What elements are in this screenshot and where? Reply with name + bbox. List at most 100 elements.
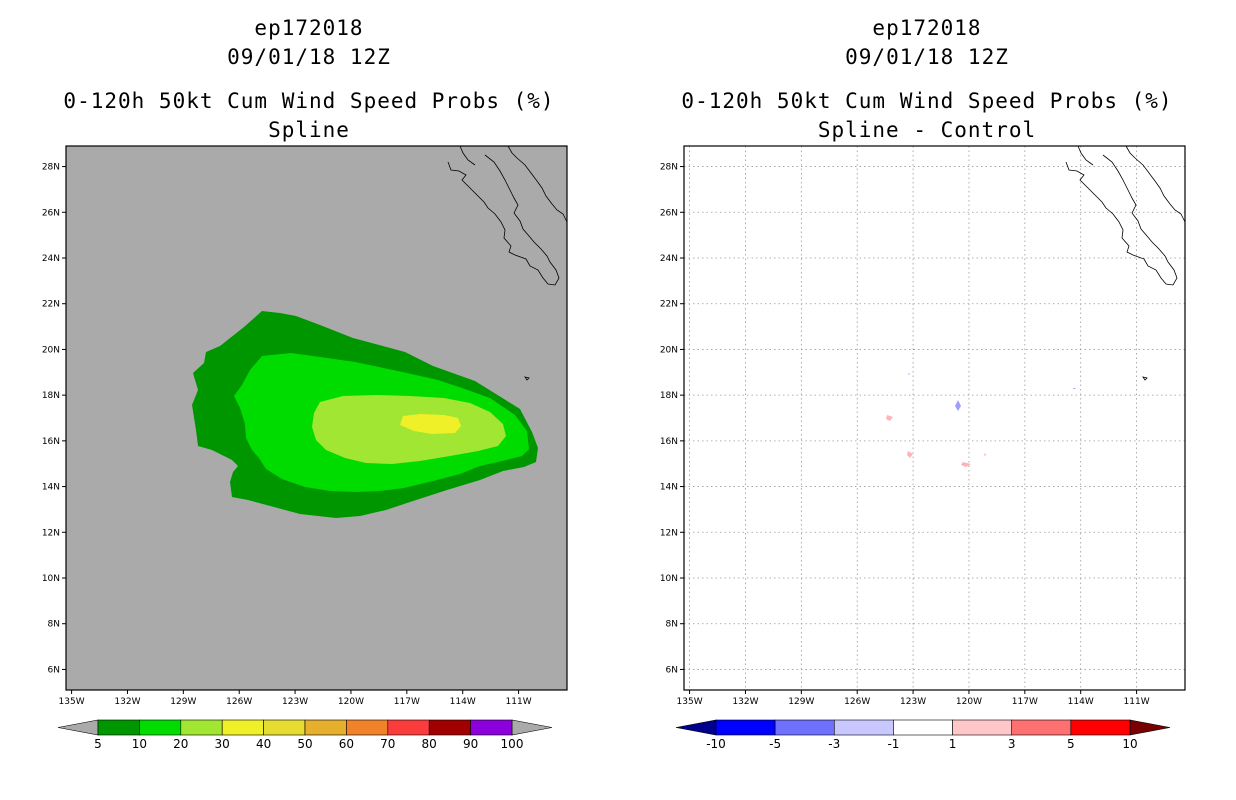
right-panel: ep172018 09/01/18 12Z 0-120h 50kt Cum Wi… [618,0,1236,800]
left-map: 135W 132W 129W 126W 123W 120W 117W 114W 111W 6N 8N… [42,145,568,751]
right-map-background [684,146,1185,690]
lon-tick-label: 117W [394,697,420,707]
left-map-border [65,145,568,691]
lon-tick-label: 135W [59,697,85,707]
right-map-border [683,145,1186,691]
colorbar-swatch [387,719,430,736]
colorbar-label: -10 [706,737,726,751]
lon-tick-label: 120W [338,697,364,707]
lat-tick-label: 20N [42,345,60,355]
colorbar-label: -5 [769,737,781,751]
colorbar-swatch [304,719,347,736]
pos-diff-blob-1 [886,415,893,421]
lat-tick-label: 20N [660,345,678,355]
lat-tick-label: 28N [42,163,60,173]
colorbar-label: 70 [380,737,395,751]
lon-tick-label: 129W [170,697,196,707]
colorbar-swatch [833,719,894,736]
lon-tick-label: 135W [677,697,703,707]
lat-tick-label: 24N [42,254,60,264]
lon-tick-label: 111W [1124,697,1150,707]
lat-tick-label: 14N [660,483,678,493]
colorbar-swatch [428,719,471,736]
right-axes: 135W 132W 129W 126W 123W 120W 117W 114W 111W 6N 8N… [660,163,1150,707]
lon-tick-label: 129W [788,697,814,707]
colorbar-swatch [1070,719,1131,736]
right-product-title: 0-120h 50kt Cum Wind Speed Probs (%) [681,89,1173,113]
contour-30-40 [400,414,461,434]
right-datetime: 09/01/18 12Z [845,45,1009,69]
pos-diff-blob-4 [984,453,987,456]
pos-diff-blob-3 [961,462,971,467]
lon-tick-label: 123W [282,697,308,707]
lat-tick-label: 26N [660,208,678,218]
lat-tick-label: 16N [42,437,60,447]
neg-diff-blob-3 [1073,388,1076,389]
colorbar-above-triangle [1129,719,1171,736]
lon-tick-label: 126W [226,697,252,707]
colorbar-label: 60 [339,737,354,751]
left-datetime: 09/01/18 12Z [227,45,391,69]
right-method-title: Spline - Control [817,118,1037,142]
right-colorbar: -10 -5 -3 -1 1 3 5 10 [675,719,1171,751]
coastline [447,145,568,381]
right-storm-id: ep172018 [872,16,982,40]
colorbar-label: -3 [828,737,840,751]
colorbar-swatch [97,719,140,736]
neg-diff-blob-1 [908,373,911,375]
colorbar-swatch [346,719,389,736]
colorbar-swatch [470,719,513,736]
colorbar-label: 20 [173,737,188,751]
contour-20-30 [312,395,506,464]
left-product-title: 0-120h 50kt Cum Wind Speed Probs (%) [63,89,555,113]
coastline [1065,145,1186,381]
lat-tick-label: 12N [42,528,60,538]
colorbar-label: -1 [887,737,899,751]
colorbar-swatch [263,719,306,736]
neg-diff-blob-2 [955,400,961,411]
colorbar-above-triangle [511,719,553,736]
lon-tick-label: 120W [956,697,982,707]
lat-tick-label: 18N [660,391,678,401]
lat-tick-label: 14N [42,483,60,493]
left-colorbar: 5 10 20 30 40 50 60 70 80 90 100 [57,719,553,751]
lat-tick-label: 18N [42,391,60,401]
lon-tick-label: 114W [1068,697,1094,707]
left-method-title: Spline [268,118,350,142]
left-panel: ep172018 09/01/18 12Z 0-120h 50kt Cum Wi… [42,16,568,751]
lon-tick-label: 132W [732,697,758,707]
lat-tick-label: 16N [660,437,678,447]
pos-diff-blob-2 [907,451,913,458]
lon-tick-label: 132W [114,697,140,707]
lat-tick-label: 28N [660,163,678,173]
colorbar-label: 10 [132,737,147,751]
right-map: 135W 132W 129W 126W 123W 120W 117W 114W 111W 6N 8N… [660,145,1186,751]
colorbar-label: 5 [94,737,102,751]
lon-tick-label: 123W [900,697,926,707]
lat-tick-label: 24N [660,254,678,264]
colorbar-label: 30 [215,737,230,751]
colorbar-label: 40 [256,737,271,751]
colorbar-below-triangle [57,719,99,736]
colorbar-label: 100 [501,737,524,751]
colorbar-swatch [952,719,1013,736]
colorbar-label: 10 [1122,737,1137,751]
colorbar-below-triangle [675,719,717,736]
lon-tick-label: 126W [844,697,870,707]
colorbar-label: 1 [949,737,957,751]
lat-tick-label: 22N [42,300,60,310]
lat-tick-label: 8N [666,620,678,630]
left-axes: 135W 132W 129W 126W 123W 120W 117W 114W 111W 6N 8N… [42,163,532,707]
lat-tick-label: 10N [660,574,678,584]
lat-tick-label: 8N [48,620,60,630]
colorbar-swatch [221,719,264,736]
lat-tick-label: 6N [666,665,678,675]
colorbar-swatch [139,719,182,736]
colorbar-swatch [180,719,223,736]
colorbar-swatch [1011,719,1072,736]
colorbar-swatch [893,719,953,736]
lat-tick-label: 6N [48,665,60,675]
colorbar-label: 3 [1008,737,1016,751]
colorbar-swatch [715,719,776,736]
colorbar-label: 80 [422,737,437,751]
